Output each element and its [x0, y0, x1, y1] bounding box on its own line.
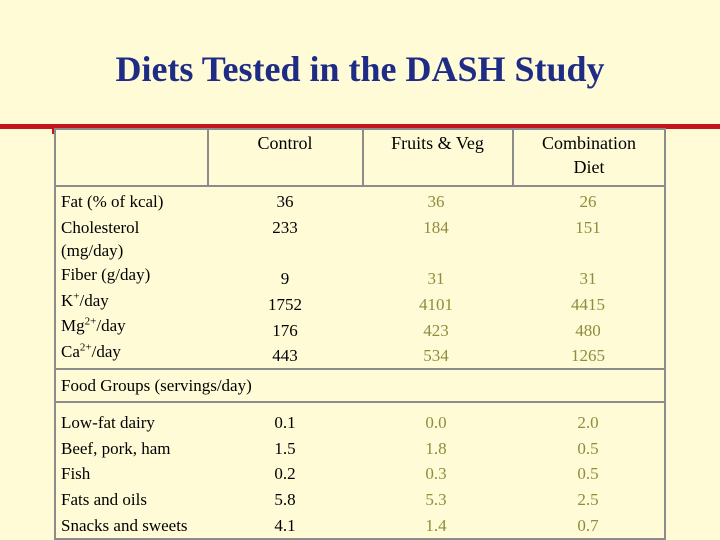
section-label-food-groups: Food Groups (servings/day): [61, 376, 252, 395]
section-divider-bottom: [54, 401, 666, 403]
cell-fruits-calcium: 534: [423, 346, 449, 365]
header-fruits-veg: Fruits & Veg: [391, 133, 484, 153]
cell-combination-fat: 26: [579, 192, 597, 211]
food-fruits-4: 1.4: [425, 516, 447, 535]
cell-control-fat: 36: [276, 192, 294, 211]
food-fruits-2: 0.3: [425, 464, 447, 483]
food-label-fish: Fish: [61, 464, 91, 483]
header-combination-line1: Combination: [542, 133, 636, 153]
header-combination-line2: Diet: [573, 157, 605, 177]
cell-control-calcium: 443: [272, 346, 298, 365]
food-combination-1: 0.5: [577, 439, 599, 458]
cell-combination-potassium: 4415: [571, 295, 605, 314]
row-label-cholesterol-1: Cholesterol: [61, 218, 140, 237]
cell-fruits-fat: 36: [427, 192, 445, 211]
food-label-snacks-sweets: Snacks and sweets: [61, 516, 188, 535]
food-control-4: 4.1: [274, 516, 296, 535]
row-label-magnesium: Mg2+/day: [61, 315, 126, 335]
food-combination-4: 0.7: [577, 516, 599, 535]
column-divider-3: [512, 128, 514, 186]
food-control-2: 0.2: [274, 464, 296, 483]
food-label-beef-pork-ham: Beef, pork, ham: [61, 439, 171, 458]
food-fruits-3: 5.3: [425, 490, 447, 509]
row-label-calcium: Ca2+/day: [61, 341, 121, 361]
cell-fruits-fiber: 31: [427, 269, 445, 288]
cell-fruits-potassium: 4101: [419, 295, 453, 314]
row-label-fat: Fat (% of kcal): [61, 192, 164, 211]
page-title: Diets Tested in the DASH Study: [115, 49, 605, 89]
cell-combination-calcium: 1265: [571, 346, 605, 365]
food-fruits-1: 1.8: [425, 439, 447, 458]
cell-combination-cholesterol: 151: [575, 218, 601, 237]
food-fruits-0: 0.0: [425, 413, 447, 432]
food-label-fats-oils: Fats and oils: [61, 490, 147, 509]
food-control-1: 1.5: [274, 439, 296, 458]
food-control-0: 0.1: [274, 413, 296, 432]
row-label-cholesterol-2: (mg/day): [61, 241, 124, 260]
cell-fruits-magnesium: 423: [423, 321, 449, 340]
cell-control-fiber: 9: [280, 269, 290, 288]
food-label-lowfat-dairy: Low-fat dairy: [61, 413, 155, 432]
diet-table: [54, 128, 666, 540]
accent-rule-cap: [52, 124, 55, 134]
food-control-3: 5.8: [274, 490, 296, 509]
cell-control-magnesium: 176: [272, 321, 298, 340]
cell-control-cholesterol: 233: [272, 218, 298, 237]
column-divider-2: [362, 128, 364, 186]
column-divider-1: [207, 128, 209, 186]
cell-combination-fiber: 31: [579, 269, 597, 288]
header-divider: [54, 185, 666, 187]
food-combination-0: 2.0: [577, 413, 599, 432]
row-label-potassium: K+/day: [61, 290, 109, 310]
food-combination-2: 0.5: [577, 464, 599, 483]
cell-fruits-cholesterol: 184: [423, 218, 449, 237]
cell-combination-magnesium: 480: [575, 321, 601, 340]
row-label-fiber: Fiber (g/day): [61, 265, 151, 284]
section-divider-top: [54, 368, 666, 370]
accent-rule: [0, 124, 720, 129]
header-control: Control: [257, 133, 313, 153]
food-combination-3: 2.5: [577, 490, 599, 509]
cell-control-potassium: 1752: [268, 295, 302, 314]
